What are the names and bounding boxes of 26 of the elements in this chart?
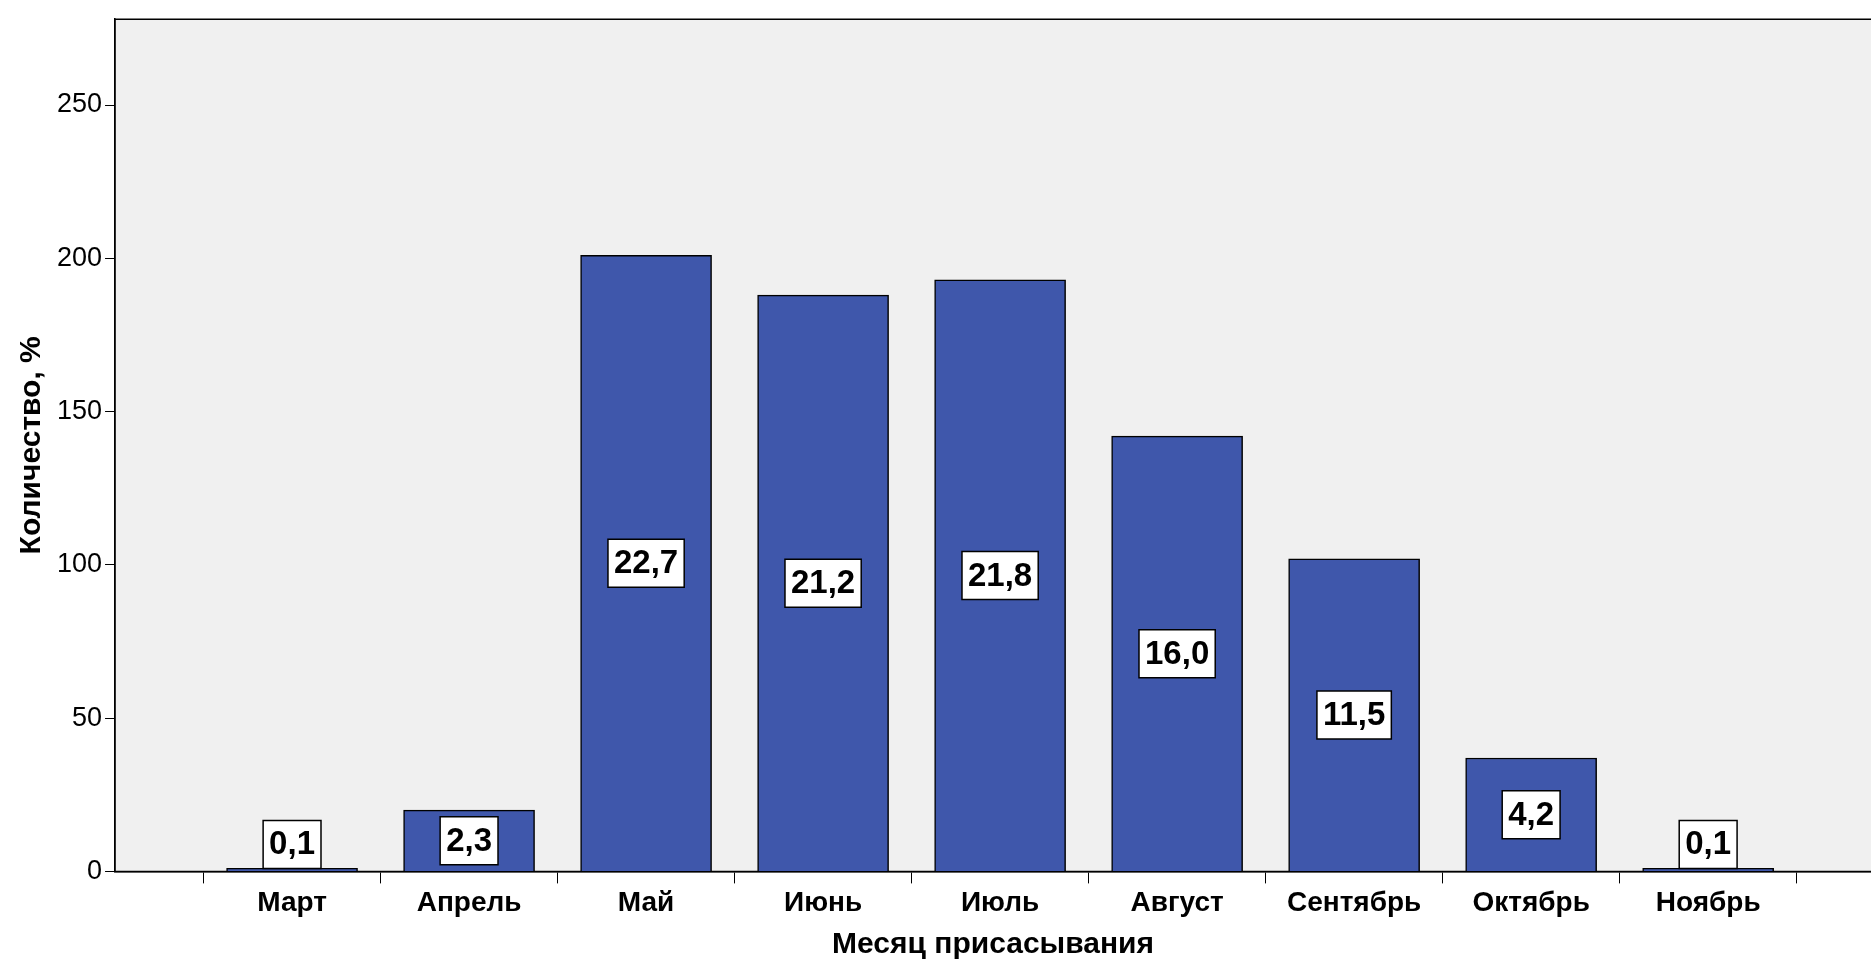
- x-tick-label: Май: [617, 885, 675, 917]
- x-tick-label: Март: [257, 885, 327, 917]
- annotation: 0,1: [269, 824, 315, 862]
- y-tick-label: 250: [56, 88, 103, 119]
- x-tick-label: Июль: [960, 885, 1040, 917]
- y-tick-label: 100: [56, 548, 103, 579]
- x-tick-label: Сентябрь: [1286, 885, 1422, 917]
- x-tick-label: Октябрь: [1472, 885, 1590, 917]
- annotation: 2,3: [446, 820, 493, 858]
- annotation: 11,5: [1322, 695, 1386, 733]
- y-tick-label: 0: [87, 854, 103, 885]
- annotation: 21,8: [967, 555, 1033, 593]
- x-tick-label: Ноябрь: [1655, 885, 1761, 917]
- annotation: 16,0: [1145, 633, 1210, 671]
- x-axis-title: Месяц присасывания: [832, 926, 1155, 960]
- y-axis-title: Количество, %: [13, 336, 47, 555]
- y-tick-label: 200: [56, 241, 103, 272]
- y-tick-label: 150: [56, 395, 103, 426]
- annotation: 21,2: [790, 563, 856, 601]
- annotation: 0,1: [1685, 824, 1732, 862]
- x-tick-label: Июнь: [784, 885, 863, 917]
- y-tick-label: 50: [72, 701, 103, 732]
- annotation: 22,7: [613, 543, 679, 581]
- x-tick-label: Апрель: [416, 885, 522, 917]
- annotation: 4,2: [1508, 794, 1555, 832]
- x-tick-label: Август: [1130, 885, 1224, 917]
